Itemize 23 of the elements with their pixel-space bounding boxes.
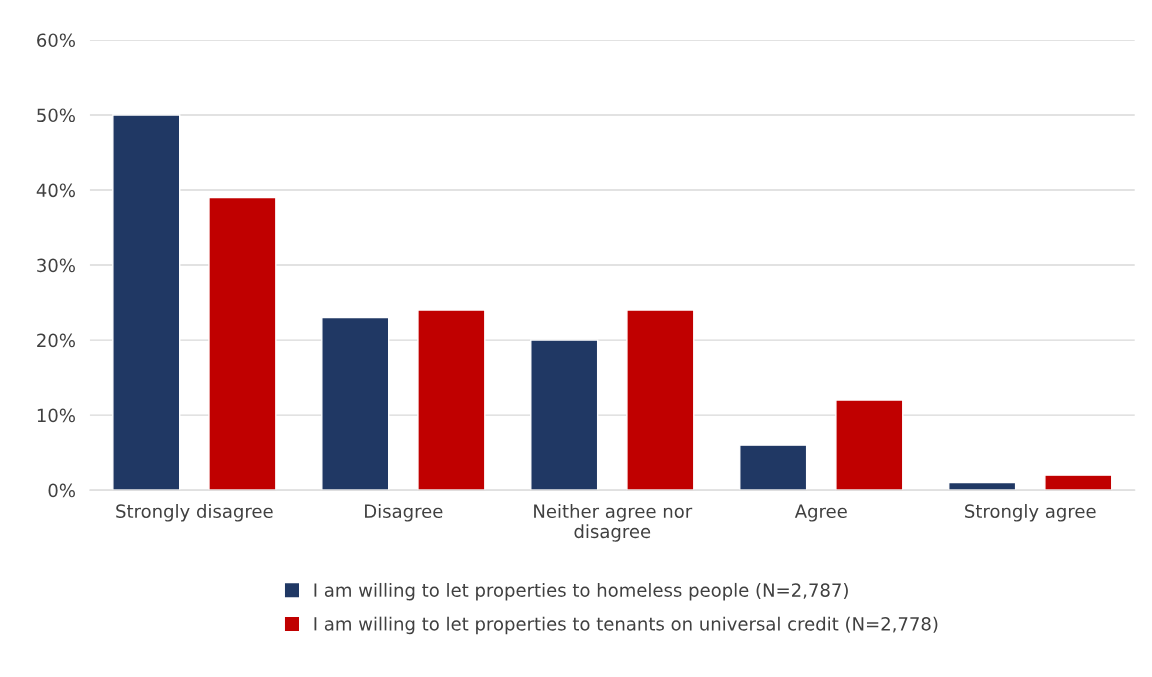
y-tick-label: 40% <box>36 183 75 198</box>
x-tick-label: Neither agree nor disagree <box>534 504 693 542</box>
bar <box>835 399 904 491</box>
bar <box>208 196 277 491</box>
bar <box>739 444 808 491</box>
bar <box>112 114 181 491</box>
y-tick-label: 0% <box>48 483 75 498</box>
bar <box>530 339 599 491</box>
y-tick-label: 30% <box>37 258 75 273</box>
x-tick-label: Strongly disagree <box>116 504 273 522</box>
y-tick-label: 10% <box>37 408 75 423</box>
bar <box>417 309 486 491</box>
y-tick-label: 20% <box>37 333 75 348</box>
x-tick-label: Strongly agree <box>965 504 1096 522</box>
y-tick-label: 50% <box>37 108 75 123</box>
y-tick-label: 60% <box>37 33 75 48</box>
legend-label: I am willing to let properties to homeless people (N=2,787) <box>314 582 848 601</box>
x-tick-label: Agree <box>794 504 847 522</box>
bar <box>626 309 695 491</box>
bar <box>1044 474 1113 491</box>
bar <box>321 316 390 491</box>
legend-label: I am willing to let properties to tenants on universal credit (N=2,778) <box>314 616 938 635</box>
x-tick-label: Disagree <box>365 504 443 522</box>
